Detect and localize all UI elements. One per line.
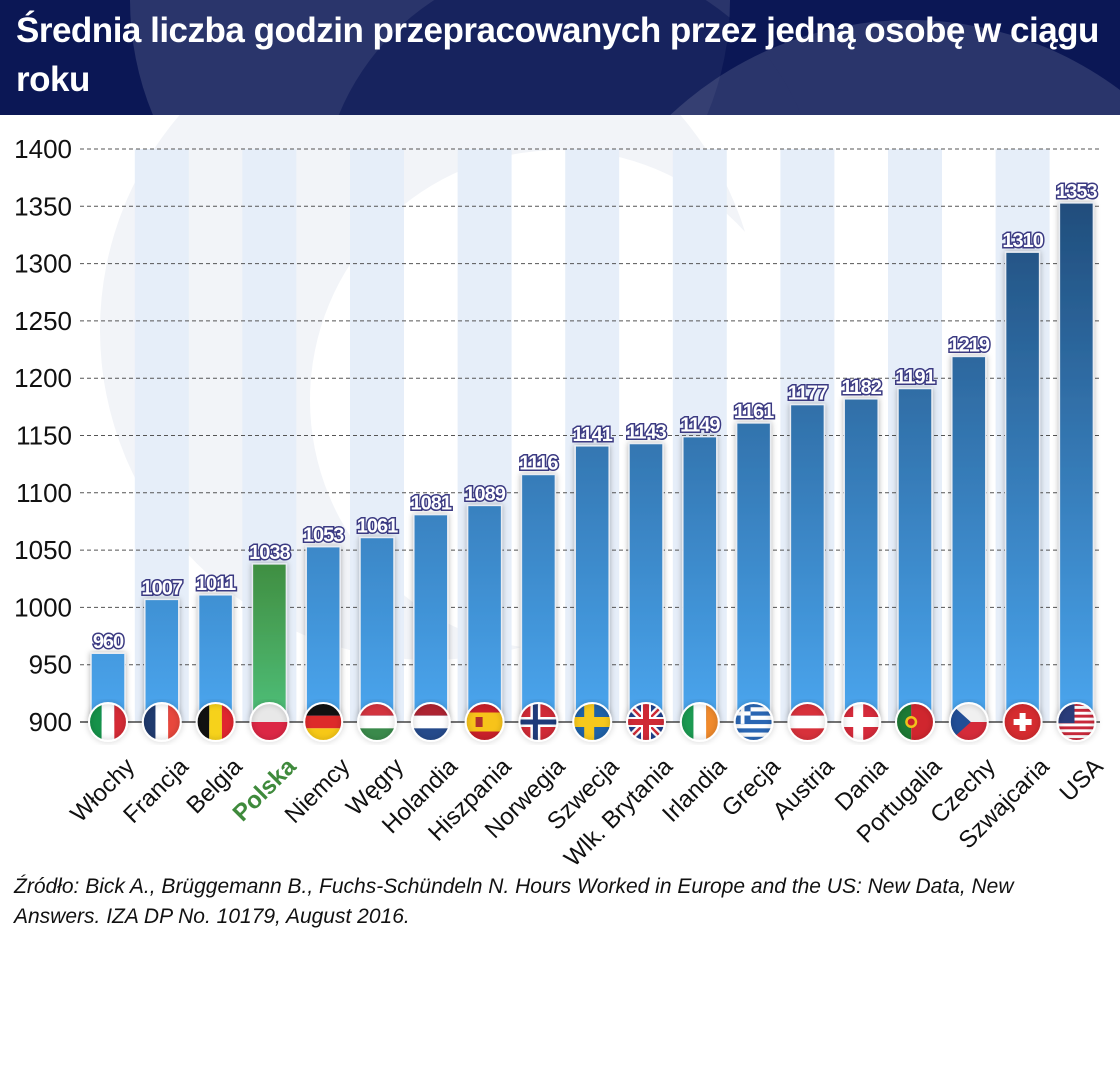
flag-uk-icon bbox=[627, 703, 665, 741]
y-tick-label: 1050 bbox=[14, 535, 72, 565]
flag-greece-icon bbox=[734, 703, 773, 741]
bar bbox=[682, 435, 718, 723]
data-label: 1143 bbox=[626, 422, 666, 444]
flag-border bbox=[357, 702, 397, 742]
bar bbox=[843, 398, 879, 723]
flag-usa-icon bbox=[1057, 703, 1096, 741]
y-tick-label: 950 bbox=[29, 650, 72, 680]
data-label: 1161 bbox=[734, 401, 774, 423]
bar bbox=[574, 445, 610, 723]
flag-border bbox=[572, 702, 613, 742]
bar bbox=[305, 545, 341, 723]
data-label: 1081 bbox=[411, 493, 452, 515]
flag-border bbox=[841, 702, 882, 742]
bar bbox=[359, 536, 395, 723]
flag-border bbox=[195, 702, 236, 742]
data-label: 1219 bbox=[949, 334, 990, 356]
bar bbox=[735, 422, 772, 723]
y-tick-label: 1200 bbox=[14, 363, 72, 393]
bar bbox=[413, 513, 449, 723]
flag-sweden-icon bbox=[573, 703, 612, 741]
data-label: 1310 bbox=[1002, 230, 1043, 252]
flag-border bbox=[249, 702, 290, 742]
data-label: 1353 bbox=[1056, 181, 1097, 203]
header-bar: Średnia liczba godzin przepracowanych pr… bbox=[0, 0, 1120, 115]
y-tick-label: 1150 bbox=[16, 421, 72, 451]
data-label: 1007 bbox=[142, 577, 183, 599]
flag-denmark-icon bbox=[842, 703, 881, 741]
flag-norway-icon bbox=[519, 703, 558, 741]
y-tick-label: 1100 bbox=[16, 478, 72, 508]
flag-border bbox=[303, 702, 344, 742]
bar bbox=[789, 403, 826, 723]
flag-border bbox=[948, 702, 989, 742]
bar bbox=[951, 355, 987, 723]
data-label: 1116 bbox=[519, 452, 558, 474]
flag-border bbox=[410, 702, 451, 742]
chart-title: Średnia liczba godzin przepracowanych pr… bbox=[16, 11, 1099, 99]
flag-border bbox=[626, 702, 666, 742]
data-label: 1053 bbox=[303, 525, 344, 547]
x-category-label: Austria bbox=[768, 753, 840, 825]
y-tick-label: 1000 bbox=[14, 592, 72, 622]
data-label: 1089 bbox=[464, 483, 505, 505]
data-label: 1149 bbox=[680, 415, 720, 437]
bar-chart: 900 950 1000 1050 1100 1150 1200 1250 1300 1350 14… bbox=[14, 115, 1109, 872]
data-label: 1177 bbox=[788, 383, 828, 405]
flag-czech-icon bbox=[949, 703, 988, 741]
data-label: 960 bbox=[93, 631, 124, 653]
flag-border bbox=[464, 702, 505, 742]
bar bbox=[1058, 202, 1095, 723]
flag-border bbox=[895, 702, 935, 742]
data-label: 1141 bbox=[573, 424, 613, 446]
bar bbox=[197, 594, 234, 723]
flag-border bbox=[88, 702, 128, 742]
flag-portugal-icon bbox=[896, 703, 934, 741]
y-tick-label: 900 bbox=[29, 707, 72, 737]
data-label: 1038 bbox=[249, 542, 290, 564]
bar bbox=[1004, 251, 1041, 723]
source-note: Źródło: Bick A., Brüggemann B., Fuchs-Sc… bbox=[14, 875, 1014, 928]
flag-border bbox=[679, 702, 720, 742]
flag-switzerland-icon bbox=[1003, 703, 1042, 741]
flag-border bbox=[1056, 702, 1097, 742]
bar bbox=[628, 442, 664, 723]
bar bbox=[144, 598, 180, 723]
flag-border bbox=[733, 702, 774, 742]
flag-border bbox=[518, 702, 559, 742]
flag-spain-icon bbox=[465, 703, 504, 741]
bar bbox=[520, 473, 557, 723]
bar bbox=[251, 563, 288, 723]
y-tick-label: 1300 bbox=[14, 249, 72, 279]
data-label: 1061 bbox=[357, 515, 398, 537]
flag-border bbox=[1002, 702, 1043, 742]
flag-poland-icon bbox=[250, 703, 289, 741]
y-tick-label: 1350 bbox=[14, 191, 72, 221]
y-tick-label: 1250 bbox=[14, 306, 72, 336]
flag-border bbox=[141, 702, 182, 742]
bar bbox=[897, 387, 933, 723]
x-category-label: USA bbox=[1055, 753, 1109, 807]
data-label: 1182 bbox=[842, 377, 882, 399]
bar bbox=[466, 504, 503, 723]
data-label: 1011 bbox=[196, 573, 236, 595]
flag-border bbox=[787, 702, 828, 742]
y-tick-label: 1400 bbox=[14, 134, 72, 164]
data-label: 1191 bbox=[895, 367, 935, 389]
